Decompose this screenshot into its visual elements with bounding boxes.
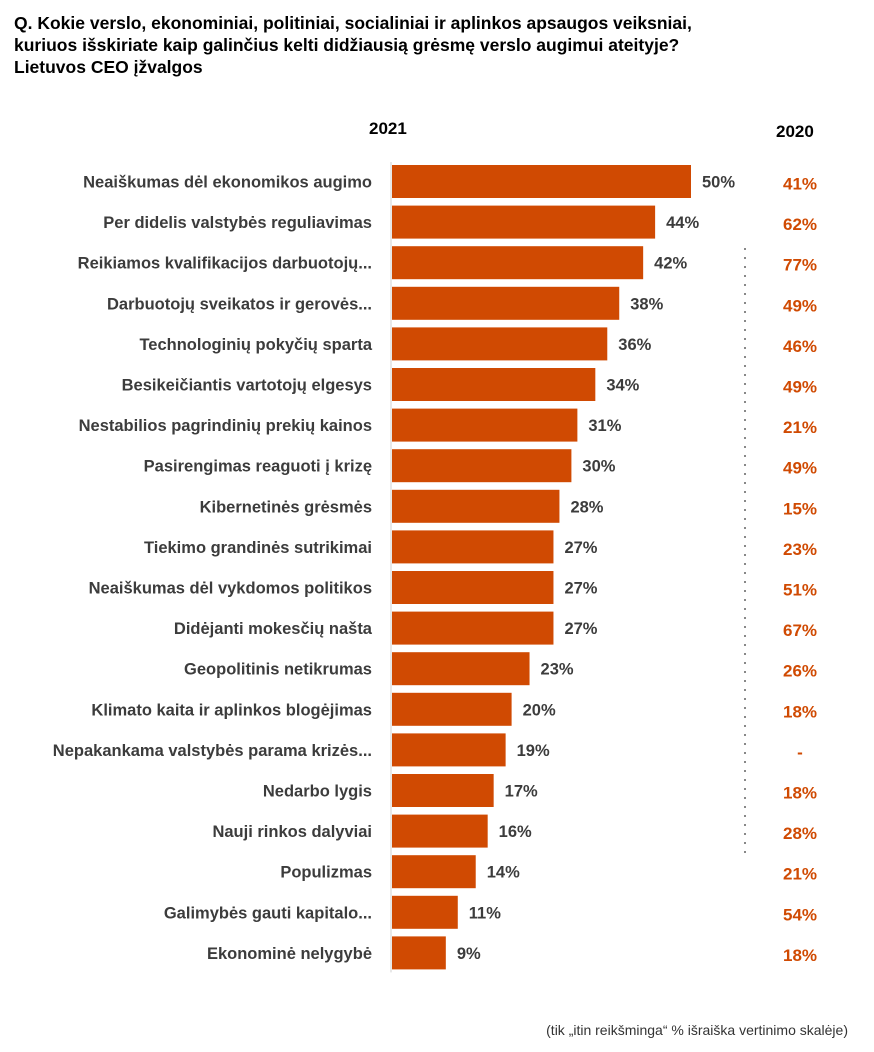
data-label-2021: 16%	[499, 823, 532, 841]
data-label-2021: 31%	[588, 417, 621, 435]
value-2020: 28%	[783, 824, 817, 843]
bar-2021	[392, 449, 572, 483]
footnote: (tik „itin reikšminga“ % išraiška vertin…	[546, 1022, 848, 1038]
chart-title: Q. Kokie verslo, ekonominiai, politiniai…	[14, 12, 692, 78]
value-2020: 46%	[783, 337, 817, 356]
value-2020: 41%	[783, 175, 817, 194]
value-2020: 54%	[783, 905, 817, 924]
category-label: Neaiškumas dėl vykdomos politikos	[89, 580, 372, 598]
category-label: Geopolitinis netikrumas	[184, 661, 372, 679]
value-2020: 18%	[783, 784, 817, 803]
bar-2021	[392, 368, 596, 401]
category-label: Reikiamos kvalifikacijos darbuotojų...	[78, 255, 372, 273]
data-label-2021: 11%	[469, 904, 501, 922]
data-label-2021: 17%	[505, 783, 538, 801]
category-label: Neaiškumas dėl ekonomikos augimo	[83, 174, 372, 192]
bar-2021	[392, 936, 446, 970]
bar-2021	[392, 571, 554, 604]
data-label-2021: 50%	[702, 174, 735, 192]
category-label: Besikeičiantis vartotojų elgesys	[122, 377, 372, 395]
category-label: Ekonominė nelygybė	[207, 945, 372, 963]
data-label-2021: 20%	[523, 701, 556, 719]
bar-2021	[392, 855, 476, 889]
category-label: Tiekimo grandinės sutrikimai	[144, 539, 372, 557]
bar-2021	[392, 733, 506, 767]
bar-2021	[392, 408, 578, 442]
category-label: Populizmas	[280, 864, 372, 882]
value-2020: 67%	[783, 621, 817, 640]
value-2020: 49%	[783, 459, 817, 478]
bar-2021	[392, 814, 488, 848]
category-label: Per didelis valstybės reguliavimas	[103, 214, 372, 232]
bar-2021	[392, 489, 560, 523]
category-label: Nestabilios pagrindinių prekių kainos	[79, 417, 372, 435]
data-label-2021: 27%	[564, 539, 597, 557]
category-label: Pasirengimas reaguoti į krizę	[144, 458, 372, 476]
value-2020: 23%	[783, 540, 817, 559]
category-label: Kibernetinės grėsmės	[200, 498, 372, 516]
value-2020: 77%	[783, 256, 817, 275]
data-label-2021: 19%	[517, 742, 550, 760]
data-label-2021: 14%	[487, 864, 520, 882]
category-label: Nepakankama valstybės parama krizės...	[53, 742, 372, 760]
category-label: Klimato kaita ir aplinkos blogėjimas	[91, 701, 372, 719]
bar-2021	[392, 205, 656, 239]
bar-2021	[392, 286, 620, 320]
bar-2021	[392, 327, 608, 361]
value-2020: 62%	[783, 215, 817, 234]
value-2020: 49%	[783, 296, 817, 315]
bar-2021	[392, 165, 691, 198]
data-label-2021: 27%	[564, 580, 597, 598]
column-header-2020: 2020	[776, 122, 814, 141]
value-2020: 18%	[783, 702, 817, 721]
data-label-2021: 36%	[618, 336, 651, 354]
data-label-2021: 42%	[654, 255, 687, 273]
title-line: kuriuos išskiriate kaip galinčius kelti …	[14, 35, 680, 55]
data-label-2021: 34%	[606, 377, 639, 395]
bar-2021	[392, 652, 530, 686]
value-2020: 21%	[783, 418, 817, 437]
category-label: Didėjanti mokesčių našta	[174, 620, 373, 638]
value-2020: -	[797, 743, 803, 762]
value-2020: 51%	[783, 581, 817, 600]
bar-2021	[392, 692, 512, 726]
value-2020: 21%	[783, 865, 817, 884]
category-label: Technologinių pokyčių sparta	[139, 336, 372, 354]
bar-2021	[392, 530, 554, 564]
value-2020: 18%	[783, 946, 817, 965]
data-label-2021: 38%	[630, 295, 663, 313]
category-label: Nedarbo lygis	[263, 783, 372, 801]
data-label-2021: 44%	[666, 214, 699, 232]
data-label-2021: 27%	[564, 620, 597, 638]
value-2020: 49%	[783, 378, 817, 397]
category-label: Nauji rinkos dalyviai	[212, 823, 372, 841]
data-label-2021: 23%	[541, 661, 574, 679]
column-header-2021: 2021	[369, 119, 407, 138]
bar-2021	[392, 774, 494, 807]
value-2020: 15%	[783, 499, 817, 518]
data-label-2021: 28%	[570, 498, 603, 516]
category-label: Galimybės gauti kapitalo...	[164, 904, 372, 922]
value-2020: 26%	[783, 662, 817, 681]
data-label-2021: 9%	[457, 945, 481, 963]
bar-2021	[392, 246, 644, 280]
title-line: Q. Kokie verslo, ekonominiai, politiniai…	[14, 13, 692, 33]
category-label: Darbuotojų sveikatos ir gerovės...	[107, 295, 372, 313]
data-label-2021: 30%	[582, 458, 615, 476]
title-line: Lietuvos CEO įžvalgos	[14, 57, 203, 77]
bar-2021	[392, 895, 458, 929]
bar-2021	[392, 611, 554, 645]
